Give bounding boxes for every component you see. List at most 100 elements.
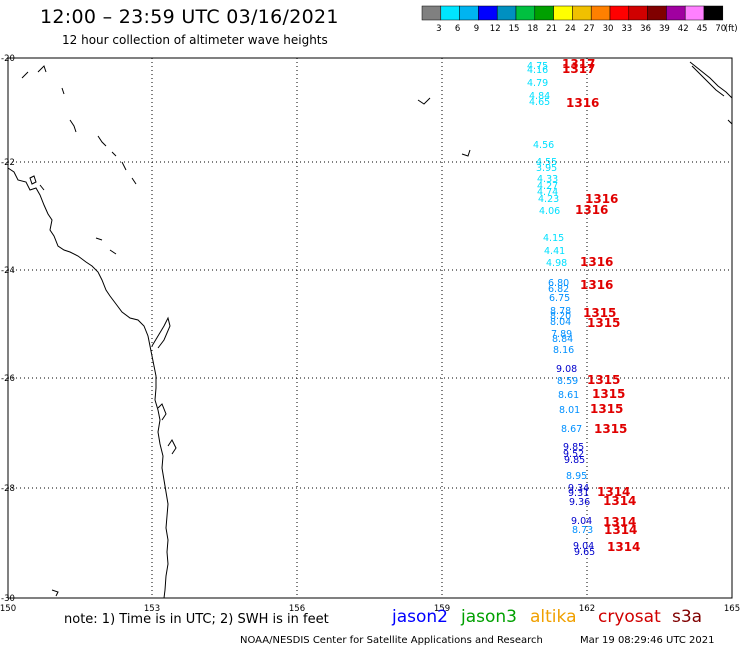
latitude-label: -26 (1, 374, 15, 384)
pass-number: 1316 (575, 203, 608, 217)
longitude-label: 156 (289, 604, 305, 614)
latitude-label: -24 (1, 266, 15, 276)
latitude-label: -30 (1, 594, 15, 604)
wave-height-reading: 7.89 (551, 329, 572, 340)
wave-height-reading: 8.78 (550, 306, 571, 317)
colorbar-label: 6 (455, 24, 460, 34)
wave-height-readings: 4.754.16 4.79 4.844.65 4.56 4.553.954.334.27… (527, 61, 595, 558)
wave-height-reading: 9.36 (569, 497, 590, 508)
wave-height-reading: 4.79 (527, 78, 548, 89)
page-subtitle: 12 hour collection of altimeter wave hei… (62, 33, 328, 47)
pass-number: 1317 (562, 57, 595, 71)
wave-height-reading: 3.95 (536, 163, 557, 174)
wave-height-reading: 8.01 (559, 405, 580, 416)
wave-height-reading: 9.85 (563, 442, 584, 453)
wave-height-reading: 9.52 (563, 449, 584, 460)
mission-s3a: s3a (672, 607, 703, 627)
pass-number: 1317 (562, 62, 595, 76)
colorbar-swatch (440, 5, 460, 21)
page-title: 12:00 – 23:59 UTC 03/16/2021 (40, 6, 339, 28)
pass-number: 1314 (603, 494, 636, 508)
colorbar-swatch (609, 5, 630, 21)
wave-height-reading: 4.55 (536, 157, 557, 168)
wave-height-reading: 9.34 (568, 483, 589, 494)
longitude-label: 153 (144, 604, 160, 614)
colorbar-label: 15 (509, 24, 520, 34)
wave-height-reading: 8.04 (550, 317, 571, 328)
wave-height-reading: 4.33 (537, 174, 558, 185)
wave-height-reading: 4.23 (538, 194, 559, 205)
latitude-labels: -20 -22 -24 -26 -28 -30 (1, 54, 15, 604)
wave-height-reading: 9.31 (568, 488, 589, 499)
wave-height-reading: 4.16 (527, 65, 548, 76)
wave-height-reading: 6.80 (548, 278, 569, 289)
colorbar-swatch (515, 5, 536, 21)
colorbar-label: 12 (490, 24, 501, 34)
wave-height-reading: 9.65 (574, 547, 595, 558)
colorbar-swatch (666, 5, 686, 21)
pass-number: 1315 (583, 306, 616, 320)
colorbar-swatch (628, 5, 648, 21)
timestamp: Mar 19 08:29:46 UTC 2021 (580, 635, 715, 646)
colorbar-label: 3 (436, 24, 441, 34)
colorbar-label: 39 (659, 24, 670, 34)
colorbar-swatch (478, 5, 498, 21)
wave-height-reading: 9.04 (573, 541, 594, 552)
pass-number-labels: 1317131713161316131613161316131513151315… (562, 57, 640, 554)
longitude-labels: 150 153 156 159 162 165 (0, 604, 740, 614)
wave-height-reading: 8.16 (553, 345, 574, 356)
colorbar-swatch (459, 5, 479, 21)
pass-number: 1316 (585, 192, 618, 206)
wave-height-reading: 4.56 (533, 140, 554, 151)
wave-height-reading: 4.75 (527, 61, 548, 72)
wave-height-reading: 9.85 (564, 455, 585, 466)
wave-height-reading: 4.15 (543, 233, 564, 244)
credit-line: NOAA/NESDIS Center for Satellite Applica… (240, 635, 543, 646)
colorbar-swatch (684, 5, 705, 21)
colorbar-unit: (ft) (725, 24, 738, 34)
wave-height-reading: 4.27 (537, 181, 558, 192)
pass-number: 1315 (592, 387, 625, 401)
pass-number: 1316 (566, 96, 599, 110)
colorbar-label: 24 (565, 24, 576, 34)
longitude-label: 159 (434, 604, 450, 614)
footer-note: note: 1) Time is in UTC; 2) SWH is in fe… (64, 612, 329, 627)
wave-height-reading: 8.20 (550, 311, 571, 322)
colorbar-label: 30 (603, 24, 614, 34)
mission-altika: altika (530, 607, 577, 627)
longitude-label: 165 (724, 604, 740, 614)
wave-height-reading: 8.73 (572, 525, 593, 536)
colorbar-swatch (553, 5, 573, 21)
wave-height-reading: 6.82 (548, 284, 569, 295)
pass-number: 1314 (607, 540, 640, 554)
colorbar-label: 21 (546, 24, 557, 34)
grid (8, 58, 732, 598)
colorbar-label: 70 (715, 24, 726, 34)
colorbar-label: 9 (474, 24, 479, 34)
colorbar-label: 33 (621, 24, 632, 34)
pass-number: 1314 (603, 515, 636, 529)
mission-cryosat: cryosat (598, 607, 661, 627)
wave-height-reading: 8.59 (557, 376, 578, 387)
colorbar-swatch (703, 5, 724, 21)
wave-height-reading: 4.84 (529, 91, 550, 102)
pass-number: 1316 (580, 278, 613, 292)
colorbar-label: 42 (678, 24, 689, 34)
pass-number: 1314 (597, 485, 630, 499)
wave-height-reading: 9.08 (556, 364, 577, 375)
wave-height-reading: 4.98 (546, 258, 567, 269)
wave-height-reading: 4.74 (537, 187, 558, 198)
color-legend: 3 6 9 12 15 18 21 24 27 30 33 36 39 42 45 70(ft) (421, 5, 738, 34)
colorbar-swatch (421, 5, 442, 21)
pass-number: 1315 (587, 373, 620, 387)
colorbar-label: 27 (584, 24, 595, 34)
plot-frame (7, 57, 733, 599)
wave-height-reading: 8.67 (561, 424, 582, 435)
wave-height-reading: 4.41 (544, 246, 565, 257)
latitude-label: -28 (1, 484, 15, 494)
colorbar-label: 45 (697, 24, 708, 34)
wave-height-reading: 4.06 (539, 206, 560, 217)
pass-number: 1315 (590, 402, 623, 416)
mission-jason2: jason2 (392, 607, 448, 627)
